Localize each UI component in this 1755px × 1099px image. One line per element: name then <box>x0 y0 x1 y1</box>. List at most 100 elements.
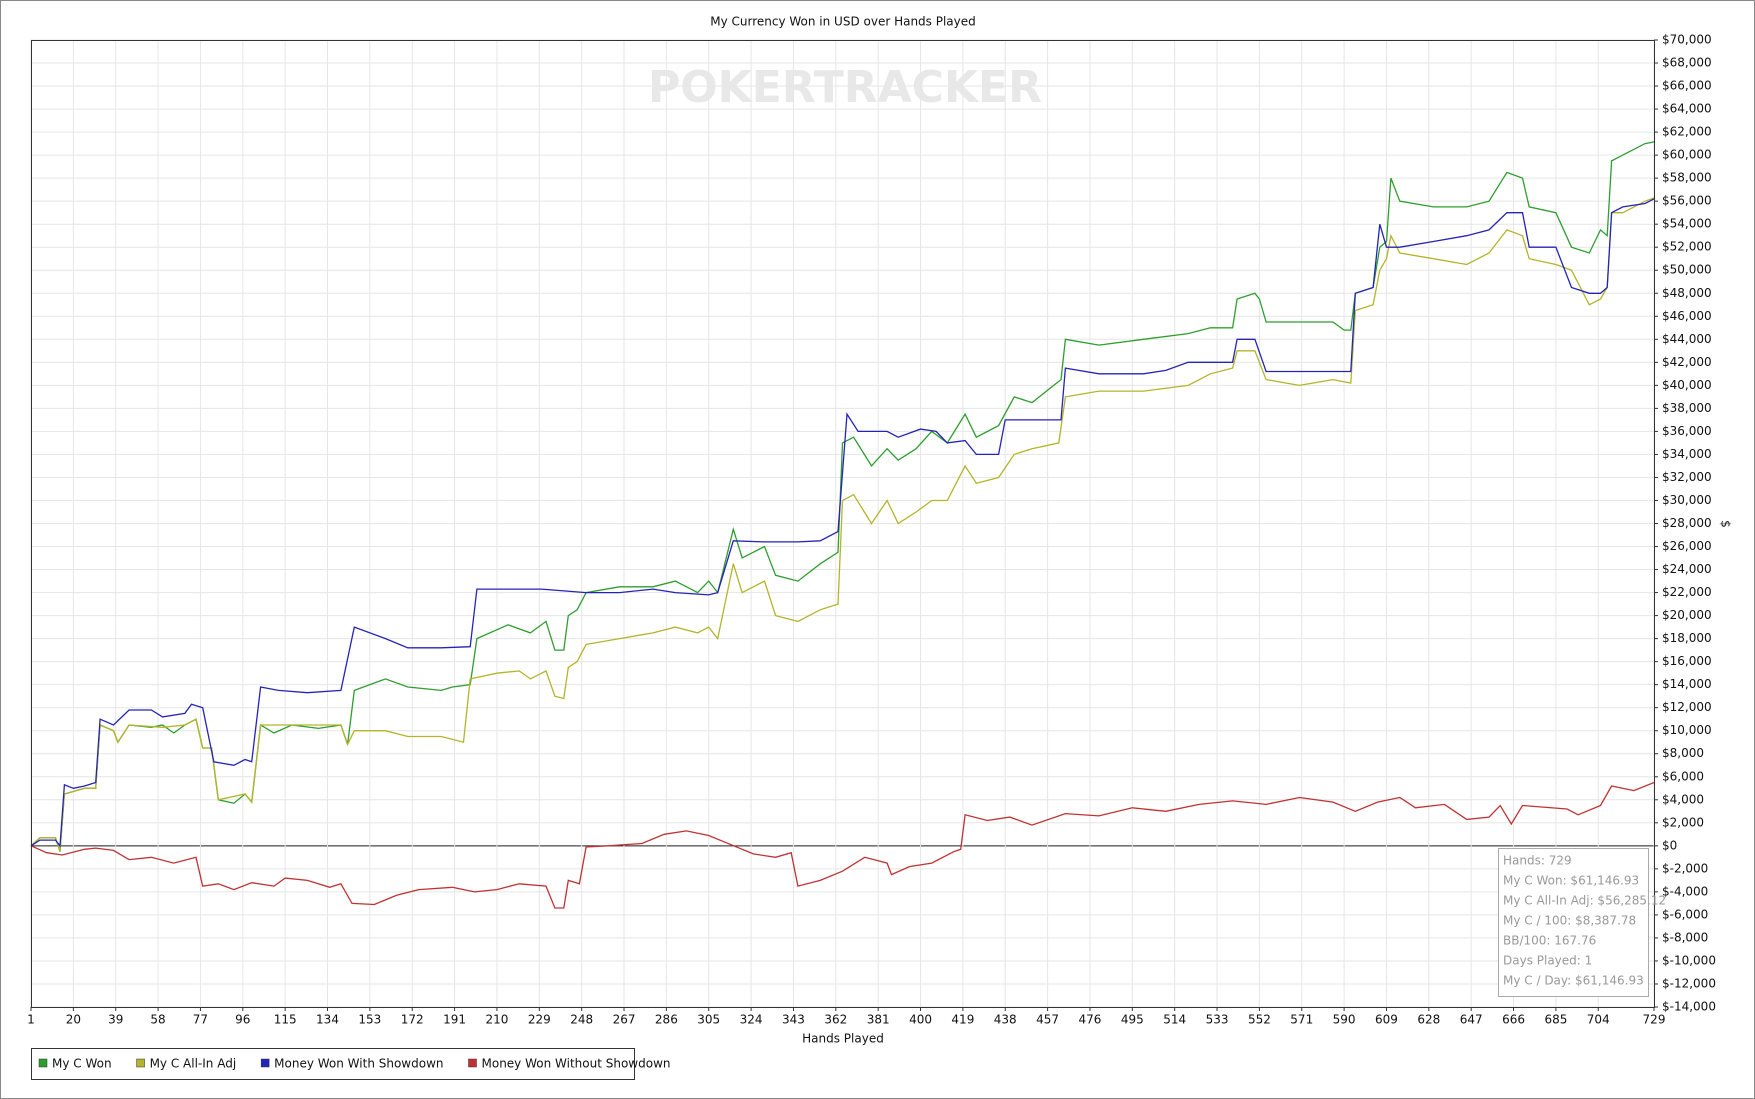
y-tick-label: $10,000 <box>1662 723 1712 737</box>
y-tick-label: $54,000 <box>1662 217 1712 231</box>
y-tick-label: $14,000 <box>1662 677 1712 691</box>
y-tick-label: $34,000 <box>1662 447 1712 461</box>
plot <box>30 141 1655 909</box>
x-tick-label: 628 <box>1417 1013 1440 1027</box>
x-tick-label: 685 <box>1544 1013 1567 1027</box>
x-tick-label: 115 <box>274 1013 297 1027</box>
info-line: My C / Day: $61,146.93 <box>1503 974 1644 988</box>
y-tick-label: $44,000 <box>1662 332 1712 346</box>
y-tick-label: $40,000 <box>1662 378 1712 392</box>
x-tick-label: 476 <box>1079 1013 1102 1027</box>
x-tick-label: 267 <box>613 1013 636 1027</box>
legend-swatch <box>468 1058 477 1068</box>
info-line: My C / 100: $8,387.78 <box>1503 914 1636 928</box>
legend-frame <box>31 1048 635 1080</box>
info-line: Days Played: 1 <box>1503 954 1592 968</box>
x-tick-label: 20 <box>66 1013 81 1027</box>
info-box-frame <box>1498 848 1649 997</box>
y-tick-label: $36,000 <box>1662 424 1712 438</box>
y-tick-label: $32,000 <box>1662 470 1712 484</box>
y-tick-label: $-2,000 <box>1662 861 1708 875</box>
x-tick-label: 210 <box>485 1013 508 1027</box>
info-line: BB/100: 167.76 <box>1503 934 1596 948</box>
x-tick-label: 552 <box>1248 1013 1271 1027</box>
y-tick-label: $58,000 <box>1662 171 1712 185</box>
x-tick-label: 609 <box>1375 1013 1398 1027</box>
x-tick-label: 381 <box>867 1013 890 1027</box>
x-tick-label: 77 <box>193 1013 208 1027</box>
y-tick-label: $52,000 <box>1662 240 1712 254</box>
info-line: My C All-In Adj: $56,285.12 <box>1503 894 1666 908</box>
legend-swatch <box>136 1058 145 1068</box>
y-tick-label: $16,000 <box>1662 654 1712 668</box>
x-tick-label: 666 <box>1502 1013 1525 1027</box>
x-tick-label: 533 <box>1206 1013 1229 1027</box>
y-tick-label: $-4,000 <box>1662 884 1708 898</box>
chart-title: My Currency Won in USD over Hands Played <box>710 15 976 29</box>
x-tick-label: 248 <box>570 1013 593 1027</box>
x-tick-label: 286 <box>655 1013 678 1027</box>
y-tick-label: $48,000 <box>1662 286 1712 300</box>
legend-label: My C Won <box>52 1057 112 1071</box>
y-tick-label: $42,000 <box>1662 355 1712 369</box>
y-tick-label: $22,000 <box>1662 585 1712 599</box>
x-tick-label: 305 <box>697 1013 720 1027</box>
y-tick-label: $0 <box>1662 838 1677 852</box>
grid <box>30 39 1658 1011</box>
y-tick-label: $26,000 <box>1662 539 1712 553</box>
legend-label: My C All-In Adj <box>150 1057 237 1071</box>
y-tick-label: $70,000 <box>1662 33 1712 47</box>
legend: My C Won My C All-In Adj Money Won With Sh… <box>31 1048 671 1080</box>
y-tick-label: $6,000 <box>1662 769 1704 783</box>
y-tick-label: $38,000 <box>1662 401 1712 415</box>
x-tick-label: 400 <box>909 1013 932 1027</box>
info-line: My C Won: $61,146.93 <box>1503 874 1639 888</box>
y-tick-label: $18,000 <box>1662 631 1712 645</box>
watermark: POKERTRACKER <box>648 62 1042 113</box>
x-tick-label: 590 <box>1333 1013 1356 1027</box>
y-tick-label: $-8,000 <box>1662 930 1708 944</box>
y-tick-label: $62,000 <box>1662 125 1712 139</box>
y-tick-label: $46,000 <box>1662 309 1712 323</box>
x-tick-label: 229 <box>528 1013 551 1027</box>
y-tick-label: $60,000 <box>1662 148 1712 162</box>
y-tick-label: $4,000 <box>1662 792 1704 806</box>
legend-label: Money Won Without Showdown <box>482 1057 671 1071</box>
legend-swatch <box>260 1058 270 1068</box>
info-line: Hands: 729 <box>1503 854 1572 868</box>
y-tick-label: $20,000 <box>1662 608 1712 622</box>
x-tick-label: 96 <box>235 1013 250 1027</box>
x-tick-label: 514 <box>1163 1013 1186 1027</box>
y-tick-label: $-6,000 <box>1662 907 1708 921</box>
y-tick-label: $66,000 <box>1662 79 1712 93</box>
y-tick-label: $64,000 <box>1662 102 1712 116</box>
x-tick-label: 58 <box>150 1013 165 1027</box>
x-tick-label: 571 <box>1290 1013 1313 1027</box>
plot-border <box>31 40 1655 1008</box>
x-tick-label: 343 <box>782 1013 805 1027</box>
info-box: Hands: 729 My C Won: $61,146.93 My C All-I… <box>1498 848 1666 997</box>
x-tick-label: 438 <box>994 1013 1017 1027</box>
y-tick-label: $50,000 <box>1662 263 1712 277</box>
y-tick-label: $12,000 <box>1662 700 1712 714</box>
y-tick-label: $30,000 <box>1662 493 1712 507</box>
y-tick-label: $-10,000 <box>1662 953 1716 967</box>
x-tick-label: 153 <box>358 1013 381 1027</box>
series-line <box>30 198 1655 848</box>
x-tick-label: 39 <box>108 1013 123 1027</box>
y-tick-label: $68,000 <box>1662 56 1712 70</box>
x-tick-label: 647 <box>1460 1013 1483 1027</box>
series-line <box>30 197 1655 852</box>
x-axis-label: Hands Played <box>802 1032 884 1046</box>
y-tick-label: $24,000 <box>1662 562 1712 576</box>
x-tick-label: 134 <box>316 1013 339 1027</box>
x-tick-label: 362 <box>824 1013 847 1027</box>
y-tick-label: $-14,000 <box>1662 1000 1716 1014</box>
x-tick-label: 704 <box>1587 1013 1610 1027</box>
y-tick-label: $56,000 <box>1662 194 1712 208</box>
x-tick-label: 1 <box>27 1013 35 1027</box>
series-line <box>30 781 1655 909</box>
y-tick-label: $28,000 <box>1662 516 1712 530</box>
